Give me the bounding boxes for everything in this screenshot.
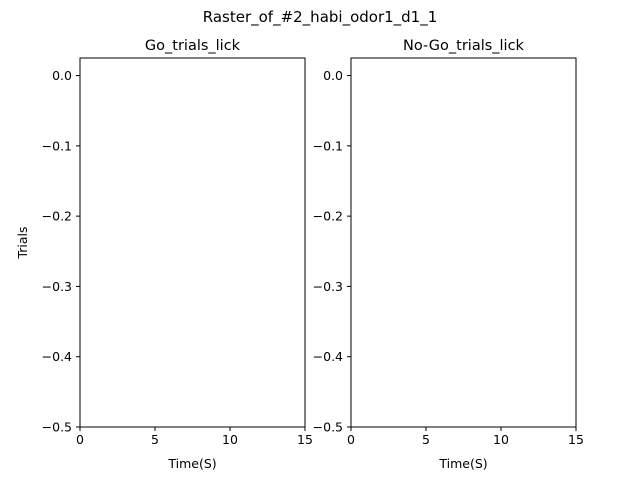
y-tick-label: −0.3 (313, 279, 343, 294)
x-axis-label: Time(S) (167, 456, 216, 471)
axes-frame (350, 57, 577, 428)
y-tick-label: −0.2 (42, 209, 72, 224)
y-tick-label: −0.2 (313, 209, 343, 224)
x-tick-label: 0 (76, 432, 84, 447)
y-tick-label: −0.1 (42, 138, 72, 153)
axes-title: No-Go_trials_lick (403, 38, 525, 54)
y-tick-label: 0.0 (52, 68, 72, 83)
x-tick-label: 5 (151, 432, 159, 447)
subplot-1: Go_trials_lick 0 5 10 15 0.0 −0.1 −0.2 −0.3 −0.4 −… (15, 38, 313, 471)
y-tick-label: −0.5 (42, 420, 72, 435)
x-tick-label: 15 (297, 432, 313, 447)
x-tick-label: 0 (347, 432, 355, 447)
y-axis-label: Trials (15, 226, 30, 259)
x-tick-label: 10 (222, 432, 238, 447)
y-tick-label: −0.3 (42, 279, 72, 294)
x-tick-label: 5 (422, 432, 430, 447)
y-tick-label: −0.5 (313, 420, 343, 435)
x-tick-label: 15 (568, 432, 584, 447)
y-tick-label: −0.1 (313, 138, 343, 153)
axes-title: Go_trials_lick (145, 38, 241, 54)
figure-suptitle: Raster_of_#2_habi_odor1_d1_1 (203, 8, 438, 27)
y-tick-label: −0.4 (42, 349, 72, 364)
subplot-panels: Go_trials_lick 0 5 10 15 0.0 −0.1 −0.2 −0.3 −0.4 −… (15, 38, 584, 471)
subplot-2: No-Go_trials_lick 0 5 10 15 0.0 −0.1 −0.2 −0.3 −0… (313, 38, 584, 471)
x-axis-label: Time(S) (438, 456, 487, 471)
y-tick-label: −0.4 (313, 349, 343, 364)
axes-frame (79, 57, 306, 428)
x-tick-label: 10 (493, 432, 509, 447)
y-tick-label: 0.0 (323, 68, 343, 83)
